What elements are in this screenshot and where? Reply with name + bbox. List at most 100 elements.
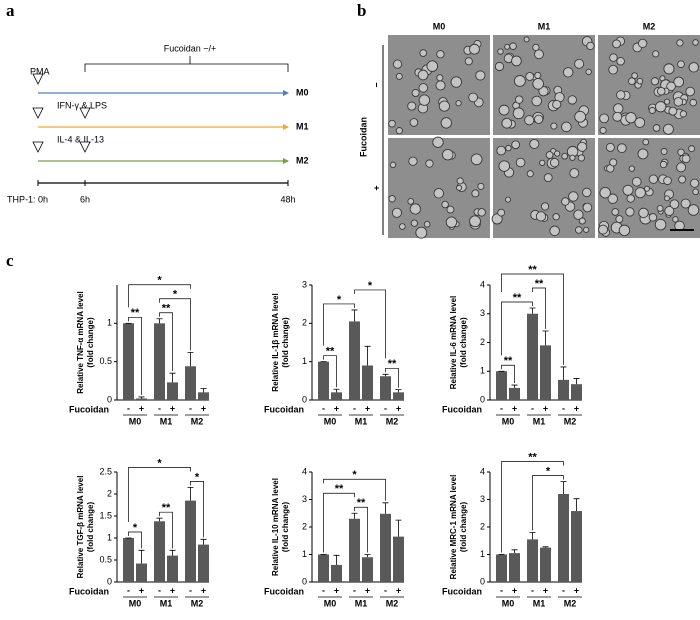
- cell: [622, 184, 634, 196]
- error-bar: [138, 396, 145, 399]
- significance-label: **: [326, 346, 335, 358]
- cell: [468, 92, 478, 103]
- cell: [599, 126, 607, 134]
- cell: [445, 216, 458, 228]
- bar: [509, 553, 520, 582]
- x-tick-label: +: [396, 585, 401, 595]
- bar: [393, 536, 404, 582]
- cell: [609, 158, 618, 167]
- cell: [616, 90, 626, 100]
- cell: [389, 161, 397, 169]
- cell: [534, 49, 544, 60]
- x-tick-label: +: [201, 585, 206, 595]
- y-tick-label: 4: [480, 466, 485, 476]
- cell: [441, 200, 449, 209]
- significance-bracket: [128, 284, 191, 308]
- cell: [625, 112, 637, 124]
- cell: [409, 118, 419, 127]
- cell: [419, 49, 428, 57]
- cell: [586, 41, 595, 51]
- y-axis-label: (fold change): [281, 502, 290, 553]
- cell: [663, 63, 675, 75]
- cell: [687, 204, 700, 216]
- cell: [415, 226, 428, 239]
- significance-bracket: [159, 511, 173, 549]
- y-tick-label: 2: [107, 488, 112, 498]
- cell: [534, 114, 544, 124]
- time-label: 48h: [280, 194, 295, 204]
- cell: [631, 176, 642, 187]
- cell: [652, 124, 661, 132]
- x-tick-label: +: [201, 403, 206, 413]
- error-bar: [511, 549, 518, 554]
- column-label: M0: [433, 21, 446, 31]
- y-tick-label: 4: [480, 279, 485, 289]
- x-tick-label: +: [574, 585, 579, 595]
- cell: [669, 199, 680, 210]
- cell: [685, 86, 696, 97]
- significance-label: *: [368, 280, 373, 292]
- group-label: M2: [386, 598, 399, 608]
- y-tick-label: 2: [302, 318, 307, 328]
- significance-bracket: [159, 312, 173, 372]
- cell: [408, 156, 418, 166]
- cell: [532, 77, 544, 90]
- x-tick-label: +: [574, 403, 579, 413]
- x-tick-label: +: [139, 403, 144, 413]
- cell: [501, 117, 513, 129]
- cell: [681, 154, 691, 164]
- bar: [496, 371, 507, 400]
- bar: [380, 376, 391, 400]
- x-tick-label: -: [127, 403, 130, 413]
- y-tick-label: 2: [480, 337, 485, 347]
- group-label: M0: [324, 598, 337, 608]
- significance-label: *: [173, 289, 178, 301]
- x-tick-label: -: [531, 585, 534, 595]
- row-label: +: [371, 185, 381, 190]
- bar: [349, 321, 360, 400]
- x-tick-label: -: [158, 585, 161, 595]
- cell: [549, 225, 560, 237]
- significance-bracket: [532, 287, 546, 329]
- cell: [494, 61, 505, 72]
- cell: [496, 145, 507, 156]
- bar: [123, 323, 134, 400]
- error-bar: [395, 519, 402, 537]
- group-label: M2: [191, 416, 204, 426]
- x-tick-label: +: [512, 403, 517, 413]
- y-axis-label: (fold change): [459, 317, 468, 368]
- y-tick-label: 0.5: [99, 356, 112, 366]
- cell: [599, 187, 611, 199]
- error-bar: [351, 512, 358, 519]
- y-tick-label: 0: [480, 576, 485, 586]
- x-tick-label: -: [353, 585, 356, 595]
- cell: [471, 189, 480, 198]
- x-tick-label: +: [365, 403, 370, 413]
- bar: [167, 555, 178, 582]
- bar: [167, 382, 178, 400]
- group-label: M0: [129, 598, 142, 608]
- group-label: M0: [502, 598, 515, 608]
- significance-label: **: [528, 452, 537, 464]
- cell: [432, 136, 444, 148]
- cell: [648, 106, 656, 114]
- y-tick-label: 3: [480, 308, 485, 318]
- cell: [446, 205, 455, 214]
- y-tick-label: 2: [480, 521, 485, 531]
- cell: [456, 184, 463, 191]
- significance-bracket: [190, 481, 204, 538]
- cell: [477, 182, 485, 190]
- cell: [539, 159, 546, 166]
- x-tick-label: -: [531, 403, 534, 413]
- cell: [562, 67, 574, 78]
- y-tick-label: 1: [302, 549, 307, 559]
- y-tick-label: 1: [302, 356, 307, 366]
- significance-bracket: [128, 316, 142, 395]
- cell: [540, 202, 550, 211]
- error-bar: [364, 345, 371, 366]
- cell: [643, 185, 650, 192]
- cell: [395, 127, 403, 135]
- error-bar: [573, 498, 580, 512]
- significance-label: **: [528, 264, 537, 276]
- row-title: Fucoidan: [358, 117, 368, 157]
